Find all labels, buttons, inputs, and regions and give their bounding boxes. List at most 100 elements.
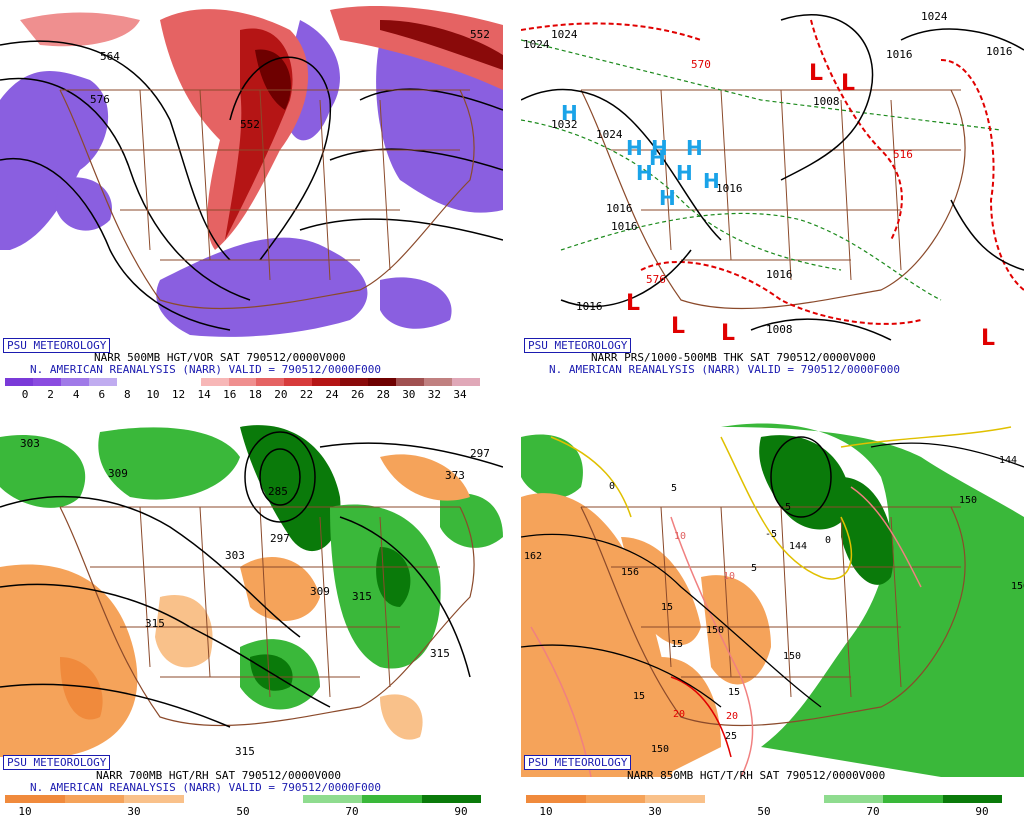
colorbar-segment (340, 378, 369, 386)
height-label: 144 (999, 455, 1017, 466)
temperature-label: -5 (765, 529, 777, 540)
isobar-label: 1016 (886, 48, 913, 61)
colorbar-tick-label: 30 (402, 388, 416, 401)
isobar-label: 1008 (766, 323, 793, 336)
contour-label-3: 552 (240, 118, 260, 131)
panel-500mb-vorticity: 564 576 552 552 PSU METEOROLOGY NARR 500… (0, 0, 503, 402)
isobar-label: 1024 (523, 38, 550, 51)
humidity-850mb-map: 0 5 10 10 5 15 15 15 15 20 20 25 -5 -5 0… (521, 423, 1024, 777)
colorbar-segment (5, 795, 65, 803)
isobar-label: 1016 (606, 202, 633, 215)
colorbar-segment (526, 795, 586, 803)
colorbar-tick-label: 90 (454, 805, 468, 818)
height-label: 309 (108, 467, 128, 480)
panel-700mb-relative-humidity: 303 309 285 297 297 303 309 315 315 315 … (0, 417, 503, 819)
colorbar-tick-label: 32 (427, 388, 442, 401)
temperature-label: 15 (661, 602, 673, 613)
low-pressure-marker: L (626, 291, 640, 316)
humidity-colorbar (5, 795, 481, 803)
colorbar-segment (183, 795, 243, 803)
colorbar-segment (368, 378, 397, 386)
colorbar-segment (64, 795, 124, 803)
psu-meteorology-badge: PSU METEOROLOGY (3, 338, 111, 353)
colorbar-segment (704, 795, 764, 803)
psu-meteorology-badge: PSU METEOROLOGY (524, 338, 632, 353)
temperature-label: 25 (725, 731, 737, 742)
colorbar-segment (424, 378, 452, 386)
panel-850mb-temperature-humidity: 0 5 10 10 5 15 15 15 15 20 20 25 -5 -5 0… (521, 417, 1024, 819)
low-pressure-marker: L (841, 71, 855, 96)
height-label: 150 (783, 651, 801, 662)
humidity-colorbar-ticks: 10 30 50 70 90 (5, 805, 481, 818)
colorbar-segment (124, 795, 184, 803)
map-valid-line: N. AMERICAN REANALYSIS (NARR) VALID = 79… (549, 363, 900, 376)
colorbar-segment (144, 378, 173, 386)
low-pressure-marker: L (981, 326, 995, 351)
low-pressure-marker: L (671, 314, 685, 339)
temperature-label: 15 (671, 639, 683, 650)
colorbar-tick-label: 4 (72, 388, 80, 401)
height-label: 297 (270, 532, 290, 545)
colorbar-segment (764, 795, 824, 803)
isobar-label: 1024 (551, 28, 578, 41)
height-label: 150 (706, 625, 724, 636)
colorbar-tick-label: 14 (197, 388, 211, 401)
low-pressure-marker: L (809, 61, 823, 86)
contour-label-1: 564 (100, 50, 120, 63)
colorbar-segment (823, 795, 883, 803)
colorbar-tick-label: 16 (223, 388, 237, 401)
colorbar-segment (312, 378, 341, 386)
high-pressure-marker: H (626, 136, 643, 160)
isobar-label: 1016 (766, 268, 793, 281)
map-valid-line: N. AMERICAN REANALYSIS (NARR) VALID = 79… (30, 781, 381, 794)
isobar-label: 1016 (986, 45, 1013, 58)
colorbar-tick-label: 12 (171, 388, 186, 401)
colorbar-segment (942, 795, 1002, 803)
isobar-label: 1008 (813, 95, 840, 108)
colorbar-segment (452, 378, 480, 386)
colorbar-tick-label: 10 (539, 805, 553, 818)
map-title-line: NARR 500MB HGT/VOR SAT 790512/0000V000 (94, 351, 346, 364)
colorbar-tick-label: 24 (325, 388, 339, 401)
colorbar-tick-label: 10 (18, 805, 32, 818)
colorbar-segment (60, 378, 89, 386)
colorbar-segment (396, 378, 425, 386)
isobar-label: 1016 (716, 182, 743, 195)
vorticity-colorbar-ticks: 0 2 4 6 8 10 12 14 16 18 20 22 24 26 28 30 32 34 (5, 388, 480, 401)
height-label: 309 (310, 585, 330, 598)
colorbar-segment (88, 378, 117, 386)
colorbar-segment (172, 378, 201, 386)
map-title-line: NARR 700MB HGT/RH SAT 790512/0000V000 (96, 769, 342, 782)
panel-sea-level-pressure-thickness: 1024 1024 1032 1024 1016 1016 1016 1016 … (521, 0, 1024, 402)
colorbar-tick-label: 34 (453, 388, 467, 401)
height-label: 156 (621, 567, 639, 578)
high-pressure-marker: H (659, 186, 676, 210)
temperature-label: 15 (728, 687, 740, 698)
colorbar-segment (585, 795, 645, 803)
thickness-label: 516 (893, 148, 913, 161)
colorbar-tick-label: 6 (98, 388, 106, 401)
height-label: 303 (225, 549, 245, 562)
isobar-label: 1024 (596, 128, 623, 141)
high-pressure-marker: H (636, 161, 653, 185)
pressure-thickness-map: 1024 1024 1032 1024 1016 1016 1016 1016 … (521, 10, 1024, 351)
height-label: 315 (430, 647, 450, 660)
colorbar-tick-label: 70 (345, 805, 359, 818)
height-label: 162 (524, 551, 542, 562)
map-valid-line: N. AMERICAN REANALYSIS (NARR) VALID = 79… (30, 363, 381, 376)
height-label: 144 (789, 541, 807, 552)
colorbar-tick-label: 8 (124, 388, 131, 401)
low-pressure-marker: L (721, 321, 735, 346)
temperature-label: 15 (633, 691, 645, 702)
high-pressure-marker: H (649, 146, 666, 170)
colorbar-tick-label: 50 (757, 805, 771, 818)
high-pressure-marker: H (676, 161, 693, 185)
colorbar-tick-label: 30 (648, 805, 662, 818)
high-pressure-marker: H (703, 169, 720, 193)
high-pressure-marker: H (686, 136, 703, 160)
temperature-label: 0 (825, 535, 831, 546)
map-title-line: NARR 850MB HGT/T/RH SAT 790512/0000V000 (627, 769, 886, 782)
map-title-line: NARR PRS/1000-500MB THK SAT 790512/0000V… (591, 351, 876, 364)
psu-meteorology-badge: PSU METEOROLOGY (3, 755, 111, 770)
vorticity-colorbar (5, 378, 480, 386)
